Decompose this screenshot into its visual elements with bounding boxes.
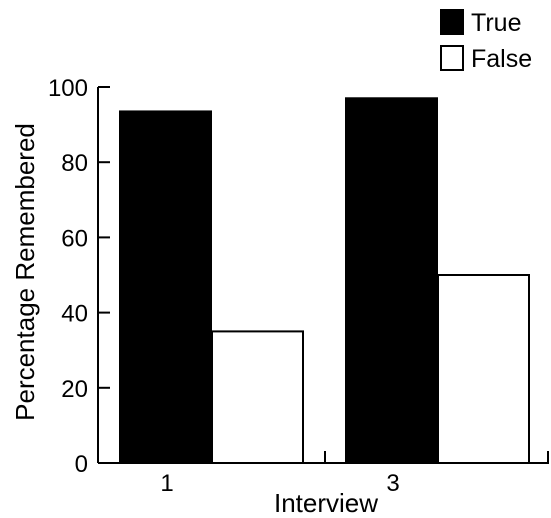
y-tick-label-40: 40 xyxy=(61,301,88,328)
y-tick-label-100: 100 xyxy=(48,75,88,102)
y-tick-label-80: 80 xyxy=(61,150,88,177)
legend-label-true: True xyxy=(471,9,521,37)
x-tick-label-3: 3 xyxy=(386,470,399,497)
y-tick-label-60: 60 xyxy=(61,225,88,252)
legend-swatch-true xyxy=(440,9,464,35)
bar-true-1 xyxy=(119,110,212,464)
bars xyxy=(119,97,530,464)
y-axis-label: Percentage Remembered xyxy=(10,123,40,421)
x-axis-label: Interview xyxy=(274,488,378,518)
y-tick-label-20: 20 xyxy=(61,376,88,403)
bar-true-3 xyxy=(345,97,438,464)
legend: True False xyxy=(440,9,532,73)
bar-false-1 xyxy=(211,330,304,464)
x-tick-label-1: 1 xyxy=(160,470,173,497)
y-ticks: 0 20 40 60 80 100 xyxy=(48,75,110,478)
bar-false-3 xyxy=(437,274,530,464)
legend-label-false: False xyxy=(471,45,532,73)
y-tick-label-0: 0 xyxy=(75,451,88,478)
legend-swatch-false xyxy=(440,45,464,71)
